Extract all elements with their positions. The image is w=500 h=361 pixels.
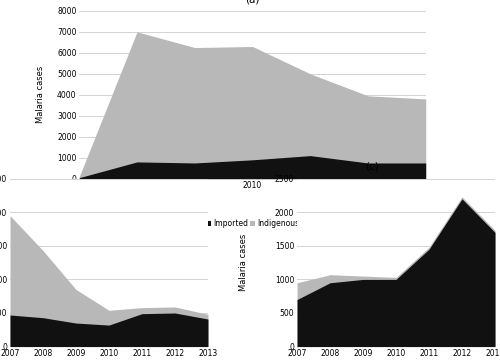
Y-axis label: Malaria cases: Malaria cases: [238, 234, 248, 291]
Y-axis label: Malaria cases: Malaria cases: [36, 66, 44, 123]
Text: (c): (c): [366, 162, 379, 172]
Legend: Imported, Indigenous: Imported, Indigenous: [205, 219, 300, 229]
Text: (a): (a): [246, 0, 260, 4]
